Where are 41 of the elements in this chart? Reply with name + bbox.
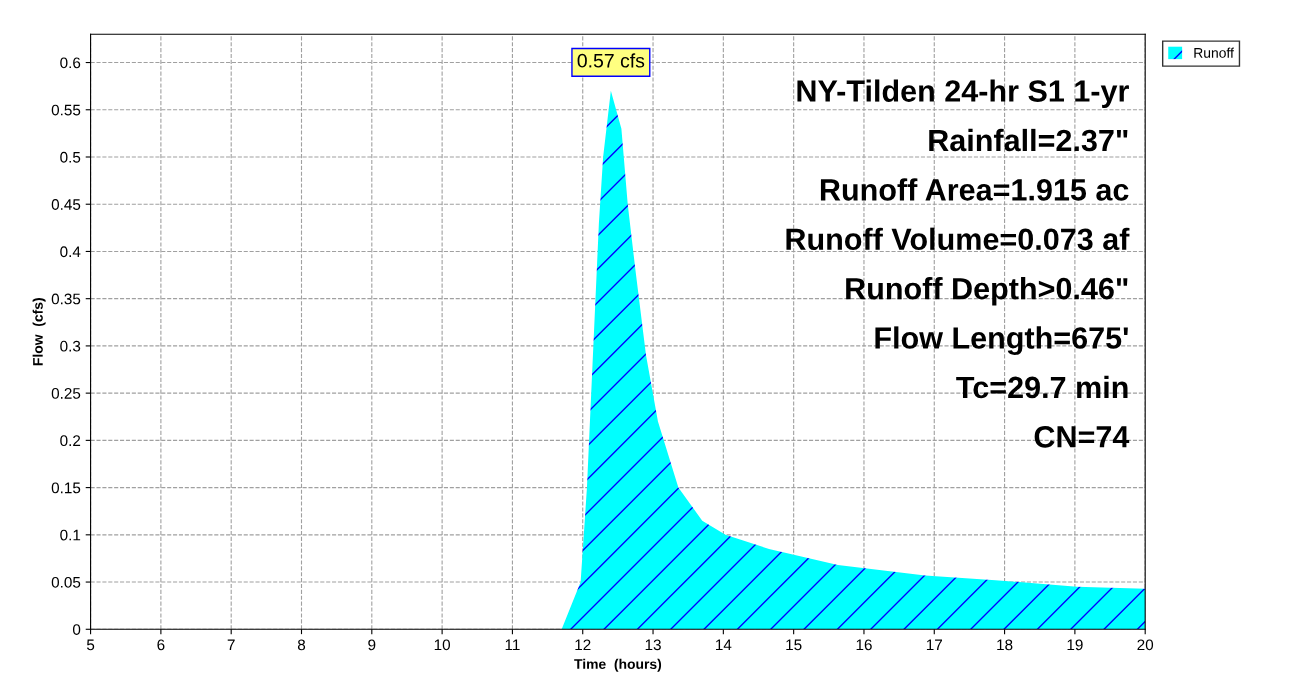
y-tick-label: 0.4: [60, 246, 81, 258]
x-tick-label: 13: [645, 639, 661, 651]
x-tick-label: 15: [786, 639, 802, 651]
y-tick-label: 0.5: [60, 151, 81, 163]
x-tick-label: 17: [926, 639, 942, 651]
annotation: Rainfall=2.37": [929, 128, 1128, 152]
annotation: Runoff Depth>0.46": [846, 277, 1128, 306]
x-axis-title: Time (hours): [574, 658, 662, 672]
y-tick-label: 0.3: [60, 340, 81, 352]
x-tick-label: 8: [297, 639, 306, 651]
annotation: NY-Tilden 24-hr S1 1-yr: [797, 79, 1129, 108]
x-tick-label: 6: [157, 639, 165, 651]
y-tick-label: 0.1: [60, 529, 81, 541]
x-tick-label: 9: [368, 639, 376, 651]
annotation: Flow Length=675': [875, 326, 1128, 355]
y-tick-label: 0.55: [51, 104, 81, 116]
annotation: Runoff Area=1.915 ac: [820, 178, 1129, 201]
y-tick-label: 0.6: [60, 57, 81, 69]
y-tick-label: 0.35: [51, 293, 81, 305]
y-axis-title: Flow (cfs): [32, 298, 46, 366]
x-tick-label: 7: [227, 639, 235, 651]
annotation: Tc=29.7 min: [956, 375, 1128, 399]
x-tick-label: 20: [1137, 639, 1154, 651]
x-tick-label: 18: [997, 639, 1013, 651]
y-tick-label: 0.2: [60, 435, 81, 447]
y-tick-label: 0.45: [51, 199, 81, 210]
y-tick-label: 0.05: [51, 576, 81, 588]
x-tick-label: 10: [434, 639, 451, 651]
x-tick-label: 19: [1067, 639, 1083, 651]
y-tick-label: 0: [72, 624, 81, 635]
annotation: 0.57 cfs: [577, 53, 645, 68]
annotation: CN=74: [1034, 426, 1130, 448]
x-tick-label: 5: [86, 639, 95, 651]
y-tick-label: 0.25: [51, 388, 81, 399]
legend-label: Runoff: [1194, 47, 1234, 58]
x-tick-label: 11: [505, 639, 520, 651]
x-tick-label: 12: [575, 639, 591, 651]
y-tick-label: 0.15: [51, 482, 81, 494]
x-tick-label: 16: [856, 639, 872, 651]
x-tick-label: 14: [716, 639, 732, 651]
annotation: Runoff Volume=0.073 af: [786, 227, 1130, 251]
